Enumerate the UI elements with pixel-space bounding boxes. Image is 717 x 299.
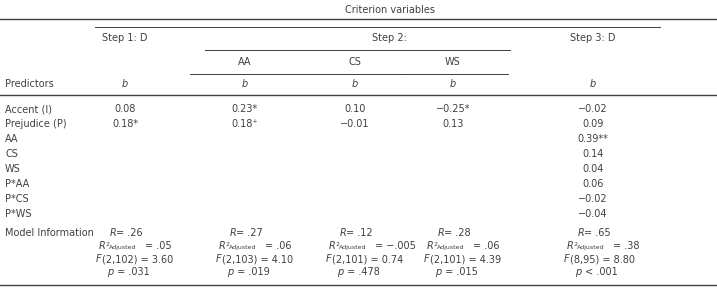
Text: (2,101) = 0.74: (2,101) = 0.74 — [332, 254, 403, 264]
Text: = .05: = .05 — [145, 241, 171, 251]
Text: p: p — [435, 267, 442, 277]
Text: R: R — [438, 228, 445, 238]
Text: b: b — [122, 79, 128, 89]
Text: = .65: = .65 — [584, 228, 611, 238]
Text: −0.25*: −0.25* — [436, 104, 470, 114]
Text: −0.04: −0.04 — [578, 209, 608, 219]
Text: F: F — [564, 254, 569, 264]
Text: 0.08: 0.08 — [114, 104, 136, 114]
Text: = .015: = .015 — [442, 267, 478, 277]
Text: F: F — [96, 254, 102, 264]
Text: R: R — [219, 241, 226, 251]
Text: 2: 2 — [225, 242, 229, 247]
Text: R: R — [329, 241, 336, 251]
Text: P*CS: P*CS — [5, 194, 29, 204]
Text: 2: 2 — [573, 242, 577, 247]
Text: −0.02: −0.02 — [578, 194, 608, 204]
Text: Adjusted: Adjusted — [229, 245, 257, 250]
Text: 0.06: 0.06 — [582, 179, 604, 189]
Text: p: p — [338, 267, 343, 277]
Text: = .27: = .27 — [236, 228, 262, 238]
Text: 0.18*: 0.18* — [112, 119, 138, 129]
Text: R: R — [567, 241, 574, 251]
Text: b: b — [450, 79, 456, 89]
Text: 0.09: 0.09 — [582, 119, 604, 129]
Text: Prejudice (P): Prejudice (P) — [5, 119, 67, 129]
Text: = .28: = .28 — [444, 228, 470, 238]
Text: F: F — [424, 254, 429, 264]
Text: 0.23*: 0.23* — [232, 104, 258, 114]
Text: Step 1: D: Step 1: D — [103, 33, 148, 43]
Text: 2: 2 — [105, 242, 109, 247]
Text: 0.39**: 0.39** — [578, 134, 609, 144]
Text: b: b — [590, 79, 596, 89]
Text: = .031: = .031 — [113, 267, 149, 277]
Text: = .019: = .019 — [234, 267, 270, 277]
Text: 2: 2 — [335, 242, 339, 247]
Text: P*AA: P*AA — [5, 179, 29, 189]
Text: R: R — [230, 228, 237, 238]
Text: b: b — [242, 79, 248, 89]
Text: Adjusted: Adjusted — [437, 245, 465, 250]
Text: Model Information: Model Information — [5, 228, 94, 238]
Text: (2,102) = 3.60: (2,102) = 3.60 — [102, 254, 174, 264]
Text: 0.14: 0.14 — [582, 149, 604, 159]
Text: = .06: = .06 — [473, 241, 500, 251]
Text: F: F — [326, 254, 332, 264]
Text: = .12: = .12 — [346, 228, 373, 238]
Text: R: R — [340, 228, 347, 238]
Text: 0.18⁺: 0.18⁺ — [232, 119, 258, 129]
Text: Adjusted: Adjusted — [109, 245, 136, 250]
Text: CS: CS — [348, 57, 361, 67]
Text: Criterion variables: Criterion variables — [345, 5, 435, 15]
Text: R: R — [427, 241, 434, 251]
Text: 0.10: 0.10 — [344, 104, 366, 114]
Text: Accent (I): Accent (I) — [5, 104, 52, 114]
Text: < .001: < .001 — [581, 267, 617, 277]
Text: = −.005: = −.005 — [375, 241, 416, 251]
Text: p: p — [227, 267, 234, 277]
Text: AA: AA — [5, 134, 19, 144]
Text: F: F — [216, 254, 222, 264]
Text: = .478: = .478 — [343, 267, 379, 277]
Text: AA: AA — [238, 57, 252, 67]
Text: 2: 2 — [433, 242, 437, 247]
Text: WS: WS — [445, 57, 461, 67]
Text: Adjusted: Adjusted — [339, 245, 366, 250]
Text: b: b — [352, 79, 358, 89]
Text: = .06: = .06 — [265, 241, 292, 251]
Text: (2,101) = 4.39: (2,101) = 4.39 — [430, 254, 501, 264]
Text: Adjusted: Adjusted — [577, 245, 604, 250]
Text: Predictors: Predictors — [5, 79, 54, 89]
Text: p: p — [108, 267, 114, 277]
Text: WS: WS — [5, 164, 21, 174]
Text: 0.13: 0.13 — [442, 119, 464, 129]
Text: R: R — [578, 228, 585, 238]
Text: p: p — [576, 267, 581, 277]
Text: CS: CS — [5, 149, 18, 159]
Text: −0.01: −0.01 — [341, 119, 370, 129]
Text: (2,103) = 4.10: (2,103) = 4.10 — [222, 254, 293, 264]
Text: R: R — [110, 228, 117, 238]
Text: R: R — [99, 241, 105, 251]
Text: 0.04: 0.04 — [582, 164, 604, 174]
Text: (8,95) = 8.80: (8,95) = 8.80 — [570, 254, 635, 264]
Text: = .38: = .38 — [613, 241, 640, 251]
Text: −0.02: −0.02 — [578, 104, 608, 114]
Text: P*WS: P*WS — [5, 209, 32, 219]
Text: Step 2:: Step 2: — [371, 33, 407, 43]
Text: Step 3: D: Step 3: D — [570, 33, 616, 43]
Text: = .26: = .26 — [116, 228, 143, 238]
